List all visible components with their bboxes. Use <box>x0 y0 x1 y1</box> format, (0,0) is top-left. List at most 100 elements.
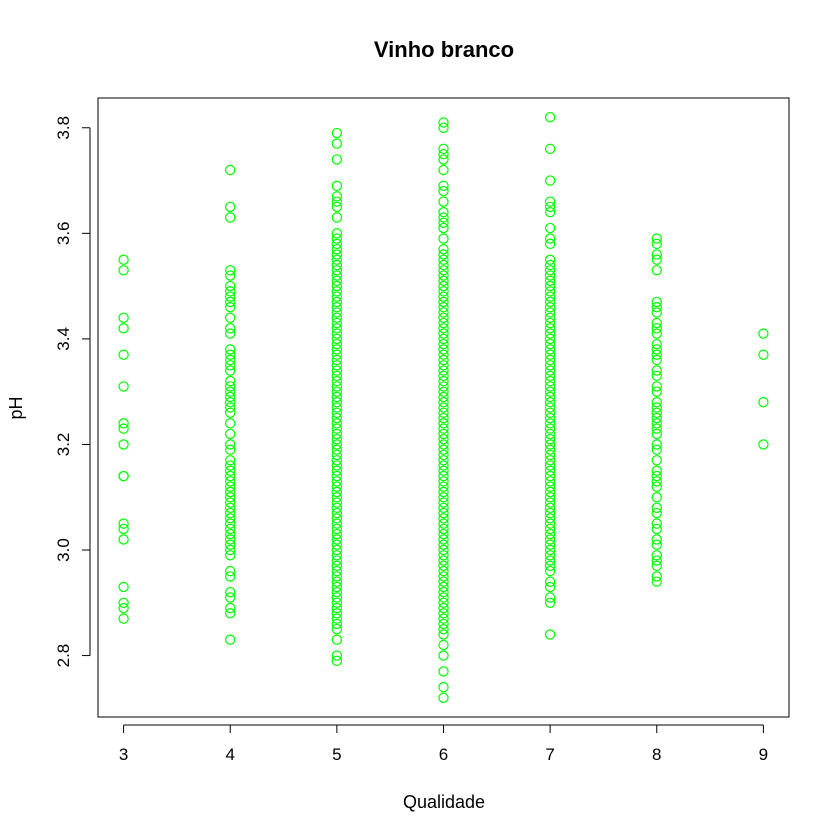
data-point <box>544 402 556 413</box>
data-point <box>438 507 449 519</box>
data-point <box>331 360 343 371</box>
data-point <box>544 291 556 302</box>
data-point <box>118 518 129 529</box>
y-axis-label: pH <box>6 396 26 419</box>
data-point <box>438 412 449 424</box>
data-point <box>544 112 556 123</box>
data-point <box>118 439 129 450</box>
data-point <box>544 581 556 593</box>
data-point <box>438 333 449 345</box>
data-point <box>225 265 236 276</box>
data-point <box>118 613 129 624</box>
data-point <box>438 286 449 297</box>
data-point <box>331 265 343 276</box>
data-point <box>438 486 449 498</box>
data-point <box>651 502 662 513</box>
x-tick-label: 8 <box>652 745 661 764</box>
y-tick-label: 3.2 <box>54 433 73 457</box>
data-point <box>438 666 449 677</box>
data-point <box>438 618 449 630</box>
data-point <box>544 280 556 292</box>
data-point <box>331 507 343 519</box>
data-point <box>225 513 236 524</box>
data-point <box>544 270 556 281</box>
data-point <box>758 439 769 450</box>
data-point <box>331 555 343 566</box>
data-point <box>651 238 662 250</box>
data-point <box>651 386 662 397</box>
data-point <box>544 534 556 545</box>
data-point <box>118 423 129 434</box>
data-point <box>544 344 556 355</box>
data-point <box>331 523 343 535</box>
data-point <box>544 265 556 276</box>
data-point <box>331 391 343 403</box>
data-point <box>544 476 556 487</box>
data-point <box>544 196 556 207</box>
data-point <box>438 291 449 302</box>
data-point <box>438 428 449 440</box>
data-point <box>225 602 236 614</box>
data-point <box>225 375 236 387</box>
data-point <box>544 481 556 492</box>
data-point <box>438 233 449 244</box>
data-point <box>438 270 449 281</box>
data-point <box>331 597 343 608</box>
data-point <box>225 397 236 408</box>
data-point <box>331 550 343 561</box>
data-point <box>544 502 556 513</box>
data-point <box>225 587 236 598</box>
data-point <box>544 317 556 329</box>
data-point <box>438 254 449 265</box>
data-point <box>544 333 556 345</box>
data-point <box>331 307 343 318</box>
data-point <box>544 323 556 334</box>
data-point <box>225 465 236 477</box>
data-point <box>438 154 449 165</box>
data-point <box>544 207 556 218</box>
data-point <box>225 523 236 535</box>
data-point <box>544 222 556 234</box>
y-axis: 2.8 3.0 3.2 3.4 3.6 3.8 <box>54 116 91 667</box>
data-point <box>225 344 236 355</box>
data-point <box>438 180 449 192</box>
data-point <box>544 544 556 556</box>
data-point <box>225 544 236 556</box>
data-point <box>225 386 236 397</box>
data-point <box>438 481 449 492</box>
data-point <box>544 370 556 382</box>
data-point <box>225 360 236 371</box>
data-point <box>544 143 556 155</box>
data-point <box>651 365 662 376</box>
data-point <box>438 375 449 387</box>
data-point <box>118 349 129 360</box>
data-point <box>331 460 343 471</box>
data-point <box>544 523 556 535</box>
data-point <box>331 338 343 350</box>
data-point <box>544 201 556 213</box>
data-point <box>225 492 236 503</box>
data-point <box>544 397 556 408</box>
data-point <box>544 460 556 471</box>
y-tick-label: 3.0 <box>54 538 73 562</box>
data-point <box>651 344 662 355</box>
data-point <box>544 560 556 572</box>
data-point <box>544 555 556 566</box>
data-point <box>438 523 449 535</box>
data-point <box>544 497 556 508</box>
data-point <box>651 539 662 550</box>
data-point <box>331 560 343 572</box>
data-point <box>544 455 556 466</box>
data-point <box>225 539 236 550</box>
data-point <box>331 423 343 434</box>
data-point <box>438 391 449 403</box>
data-point <box>544 349 556 360</box>
data-point <box>544 391 556 403</box>
data-point <box>438 449 449 461</box>
data-point <box>544 528 556 540</box>
data-point <box>331 602 343 614</box>
data-point <box>438 117 449 128</box>
data-point <box>225 201 236 213</box>
data-point <box>118 523 129 535</box>
data-point <box>225 291 236 302</box>
